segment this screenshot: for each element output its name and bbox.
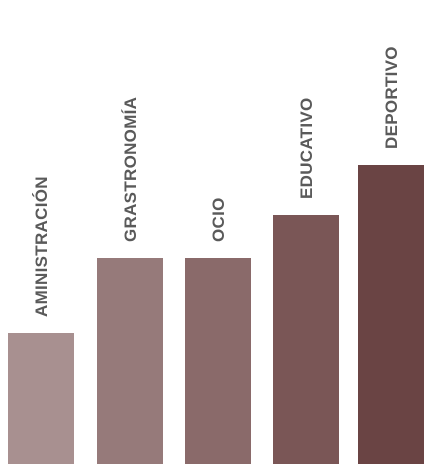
category-label: EDUCATIVO <box>297 97 316 199</box>
category-label: OCIO <box>209 197 228 242</box>
category-labels-layer: AMINISTRACIÓN GRASTRONOMÍA OCIO EDUCATIVO DE… <box>32 46 401 317</box>
category-label: GRASTRONOMÍA <box>121 97 140 242</box>
bar-grastronomía <box>97 258 163 464</box>
bars-layer <box>8 165 424 464</box>
bar-educativo <box>273 215 339 464</box>
category-label: DEPORTIVO <box>382 46 401 149</box>
bar-aministración <box>8 333 74 464</box>
bar-deportivo <box>358 165 424 464</box>
bar-ocio <box>185 258 251 464</box>
category-label: AMINISTRACIÓN <box>32 176 51 317</box>
